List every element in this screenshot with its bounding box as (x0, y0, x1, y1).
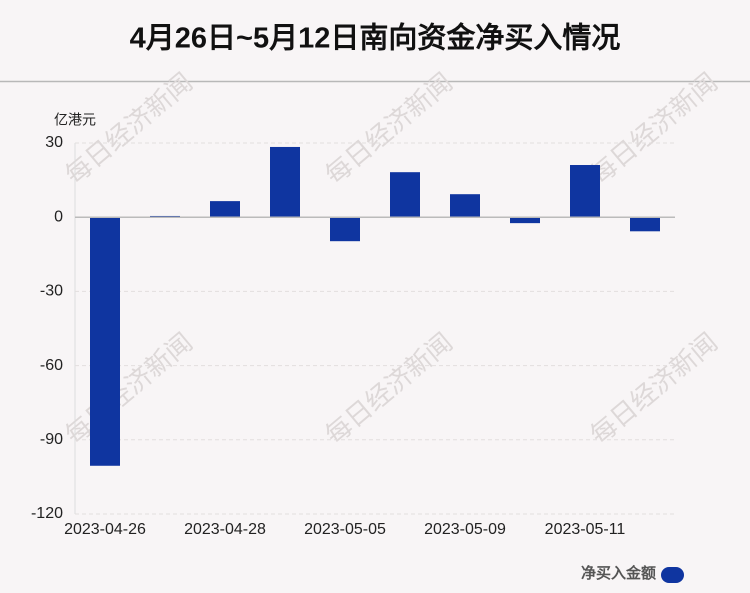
y-tick-label: -60 (40, 357, 63, 374)
chart-title: 4月26日~5月12日南向资金净买入情况 (130, 21, 621, 55)
y-tick-label: -120 (31, 505, 63, 522)
bar (270, 146, 300, 218)
x-tick-label: 2023-04-28 (184, 521, 266, 538)
legend-swatch (661, 567, 684, 583)
y-unit: 亿港元 (54, 112, 96, 128)
bar (330, 217, 360, 242)
bar (210, 201, 240, 218)
bar (450, 194, 480, 218)
x-tick-label: 2023-05-05 (304, 521, 386, 538)
bar (390, 172, 420, 218)
plot: -120 -90 -60 -30 0 30 2023-04-26 2023-04-28 2023… (31, 134, 675, 538)
x-tick-label: 2023-04-26 (64, 521, 146, 538)
y-tick-label: 0 (54, 208, 63, 225)
y-tick-label: -90 (40, 431, 63, 448)
bar (90, 217, 120, 466)
y-tick-label: -30 (40, 283, 63, 300)
x-tick-label: 2023-05-11 (545, 521, 626, 538)
legend-label: 净买入金额 (581, 564, 656, 582)
bar (630, 217, 660, 232)
bar (510, 217, 540, 224)
x-tick-label: 2023-05-09 (424, 521, 506, 538)
y-tick-label: 30 (45, 134, 63, 151)
bar (570, 165, 600, 218)
